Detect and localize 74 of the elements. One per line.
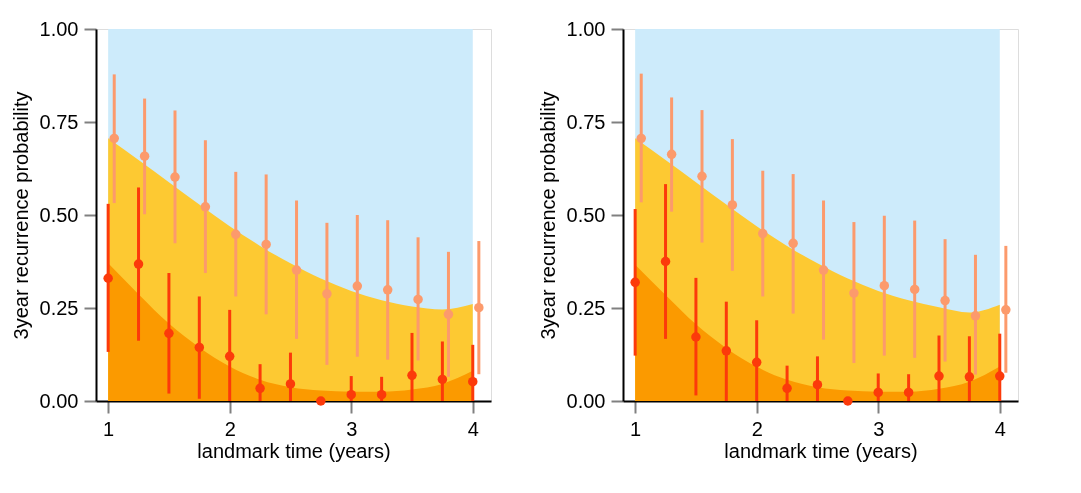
- point: [474, 302, 484, 313]
- point: [940, 295, 950, 306]
- point: [818, 265, 829, 275]
- point: [721, 346, 732, 356]
- point: [666, 149, 677, 160]
- point: [903, 387, 914, 398]
- x-axis-title: landmark time (years): [197, 439, 391, 462]
- point: [812, 379, 823, 390]
- point: [133, 259, 144, 269]
- point: [261, 239, 271, 250]
- x-tick-label: 3: [873, 417, 885, 440]
- point: [788, 238, 798, 249]
- point: [691, 332, 701, 342]
- point: [879, 280, 890, 291]
- y-tick-label: 0.00: [566, 389, 606, 412]
- y-tick-label: 0.00: [39, 389, 79, 412]
- point: [443, 309, 454, 320]
- point: [382, 285, 393, 295]
- point: [224, 351, 235, 362]
- point: [352, 281, 363, 291]
- point: [727, 200, 738, 210]
- point: [782, 383, 792, 394]
- point: [660, 256, 671, 267]
- point: [231, 229, 241, 240]
- x-tick-label: 1: [630, 417, 642, 440]
- point: [109, 133, 119, 144]
- y-axis-title: 3year recurrence probability: [536, 91, 559, 340]
- point: [255, 383, 265, 394]
- point: [636, 133, 646, 144]
- point: [103, 273, 113, 283]
- point: [964, 372, 975, 382]
- point: [376, 389, 387, 400]
- x-tick-label: 3: [346, 417, 358, 440]
- point: [697, 171, 707, 182]
- point: [873, 387, 883, 398]
- point: [437, 374, 448, 385]
- y-tick-label: 0.25: [566, 296, 606, 319]
- y-tick-label: 0.25: [39, 296, 79, 319]
- point: [758, 228, 768, 239]
- x-tick-label: 4: [467, 417, 479, 440]
- point: [322, 289, 332, 299]
- x-axis-title: landmark time (years): [724, 439, 918, 462]
- y-tick-label: 0.75: [39, 110, 79, 133]
- x-tick-label: 2: [224, 417, 236, 440]
- point: [285, 379, 296, 389]
- point: [909, 284, 920, 295]
- point: [194, 342, 205, 353]
- point: [170, 172, 180, 182]
- point: [468, 376, 478, 387]
- point: [849, 288, 859, 298]
- point: [843, 396, 853, 406]
- point: [200, 202, 211, 212]
- y-tick-label: 1.00: [39, 17, 79, 40]
- point: [413, 294, 423, 305]
- y-tick-label: 1.00: [566, 17, 606, 40]
- point: [1001, 305, 1011, 315]
- point: [630, 277, 640, 288]
- point: [139, 151, 150, 161]
- point: [316, 396, 326, 406]
- point: [291, 265, 302, 275]
- point: [164, 328, 174, 339]
- x-tick-label: 1: [103, 417, 115, 440]
- x-tick-label: 2: [751, 417, 763, 440]
- y-tick-label: 0.75: [566, 110, 606, 133]
- point: [970, 311, 981, 321]
- y-axis-title: 3year recurrence probability: [9, 91, 32, 340]
- x-tick-label: 4: [994, 417, 1006, 440]
- point: [346, 389, 356, 400]
- point: [407, 370, 417, 381]
- point: [751, 357, 762, 368]
- point: [934, 371, 944, 381]
- y-tick-label: 0.50: [566, 203, 606, 226]
- y-tick-label: 0.50: [39, 203, 79, 226]
- point: [995, 371, 1005, 381]
